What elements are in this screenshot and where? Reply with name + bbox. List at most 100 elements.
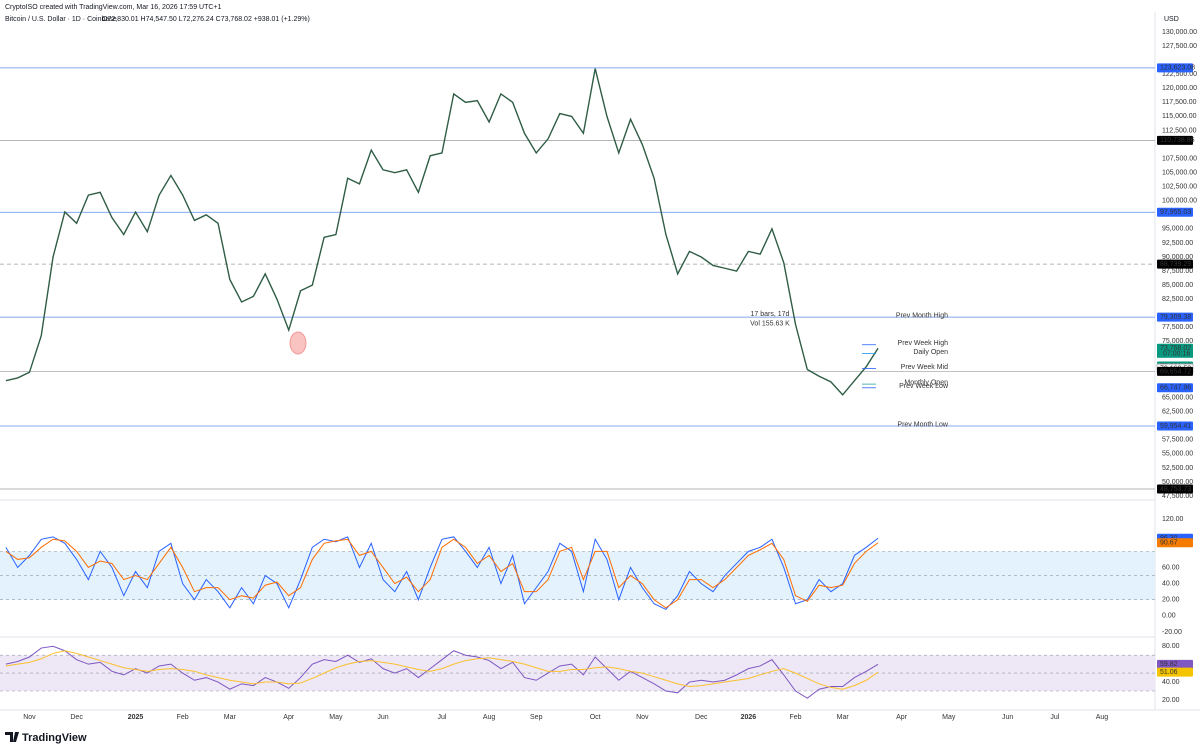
x-tick-label: Feb [177, 714, 189, 721]
marker-label: Daily Open [913, 349, 948, 356]
y-tick-label: 120.00 [1162, 516, 1184, 523]
price-tag [1157, 207, 1193, 217]
marker-label: Prev Week High [898, 340, 949, 347]
y-tick-label: 100,000.00 [1162, 198, 1197, 205]
y-tick-label: 47,500.00 [1162, 493, 1193, 500]
y-tick-label: 92,500.00 [1162, 240, 1193, 247]
x-tick-label: Jul [437, 714, 446, 721]
y-tick-label: 57,500.00 [1162, 437, 1193, 444]
x-tick-label: Mar [837, 714, 850, 721]
price-tag-label: 73,768.02 [1160, 345, 1191, 352]
y-tick-label: 55,000.00 [1162, 451, 1193, 458]
price-tag-label: 59.82 [1160, 661, 1178, 668]
countdown-label: 07:00:16 [1163, 351, 1190, 358]
y-tick-label: 40.00 [1162, 580, 1180, 587]
x-tick-label: Mar [224, 714, 237, 721]
x-tick-label: Feb [790, 714, 802, 721]
y-tick-label: 102,500.00 [1162, 184, 1197, 191]
y-tick-label: 50,000.00 [1162, 479, 1193, 486]
x-tick-label: Dec [70, 714, 83, 721]
y-tick-label: 20.00 [1162, 697, 1180, 704]
measure-label: 17 bars, 17d [751, 311, 790, 318]
y-tick-label: 117,500.00 [1162, 99, 1197, 106]
x-tick-label: Jul [1050, 714, 1059, 721]
credit: CryptoISO created with TradingView.com, … [5, 4, 222, 11]
y-tick-label: 122,500.00 [1162, 71, 1197, 78]
y-tick-label: 85,000.00 [1162, 282, 1193, 289]
y-tick-label: 120,000.00 [1162, 85, 1197, 92]
logo-text: TradingView [22, 732, 87, 744]
logo: TradingView [5, 732, 87, 744]
y-tick-label: 52,500.00 [1162, 465, 1193, 472]
y-tick-label: 95,000.00 [1162, 226, 1193, 233]
price-tag-label: 66,747.96 [1160, 385, 1191, 392]
x-tick-label: 2026 [741, 714, 757, 721]
y-tick-label: -20.00 [1162, 629, 1182, 636]
price-tag-label: 69,654.72 [1160, 368, 1191, 375]
x-tick-label: Sep [530, 714, 543, 721]
y-tick-label: 60.00 [1162, 564, 1180, 571]
price-tag [1157, 484, 1193, 494]
x-tick-label: Dec [695, 714, 708, 721]
y-tick-label: 75,000.00 [1162, 338, 1193, 345]
y-tick-label: 40.00 [1162, 679, 1180, 686]
x-tick-label: Aug [1096, 714, 1109, 721]
price-tag [1157, 383, 1193, 393]
y-tick-label: 90,000.00 [1162, 254, 1193, 261]
price-tag [1157, 538, 1193, 548]
x-tick-label: May [942, 714, 956, 721]
price-tag-label: 51.06 [1160, 669, 1178, 676]
x-tick-label: Nov [636, 714, 649, 721]
y-tick-label: 112,500.00 [1162, 127, 1197, 134]
series-line [5, 536, 879, 611]
price-tag [1157, 421, 1193, 431]
x-tick-label: Aug [483, 714, 496, 721]
series-line [5, 650, 879, 690]
countdown-tag [1157, 349, 1193, 358]
x-tick-label: May [329, 714, 343, 721]
y-tick-label: 82,500.00 [1162, 296, 1193, 303]
price-tag [1157, 366, 1193, 376]
marker-label: Monthly Open [904, 379, 948, 386]
price-tag [1157, 659, 1193, 669]
y-tick-label: 127,500.00 [1162, 43, 1197, 50]
y-tick-label: 130,000.00 [1162, 29, 1197, 36]
x-tick-label: Jun [1002, 714, 1013, 721]
price-tag-label: 88,739.29 [1160, 261, 1191, 268]
y-tick-label: 65,000.00 [1162, 394, 1193, 401]
currency: USD [1164, 16, 1179, 23]
y-tick-label: 107,500.00 [1162, 155, 1197, 162]
y-tick-label: 77,500.00 [1162, 324, 1193, 331]
y-tick-label: 62,500.00 [1162, 409, 1193, 416]
marker-label: Prev Week Low [899, 383, 949, 390]
y-tick-label: 80.00 [1162, 643, 1180, 650]
price-tag-label: 48,753.73 [1160, 486, 1191, 493]
marker-label: Prev Month High [896, 312, 948, 319]
price-tag-label: 123,623.08 [1160, 65, 1195, 72]
x-tick-label: Apr [896, 714, 908, 721]
y-tick-label: 115,000.00 [1162, 113, 1197, 120]
x-tick-label: 2025 [128, 714, 144, 721]
price-tag [1157, 135, 1193, 145]
price-tag [1157, 312, 1193, 322]
price-tag-label: 110,738.86 [1160, 137, 1195, 144]
price-tag [1157, 63, 1193, 73]
y-tick-label: 105,000.00 [1162, 169, 1197, 176]
symbol: Bitcoin / U.S. Dollar · 1D · Coinbase [5, 16, 117, 23]
price-tag-label: 97,955.03 [1160, 209, 1191, 216]
y-tick-label: 87,500.00 [1162, 268, 1193, 275]
series-line [5, 538, 879, 609]
marker-label: Prev Month Low [897, 421, 949, 428]
y-tick-label: 0.00 [1162, 613, 1176, 620]
price-tag [1157, 259, 1193, 269]
price-tag-label: 90.67 [1160, 540, 1178, 547]
x-tick-label: Jun [377, 714, 388, 721]
measure-label: Vol 155.63 K [750, 320, 790, 327]
price-tag-label: 79,309.38 [1160, 314, 1191, 321]
ohlc: O72,830.01 H74,547.50 L72,276.24 C73,768… [102, 16, 310, 23]
x-tick-label: Nov [23, 714, 36, 721]
x-tick-label: Apr [283, 714, 295, 721]
series-line [5, 68, 879, 396]
